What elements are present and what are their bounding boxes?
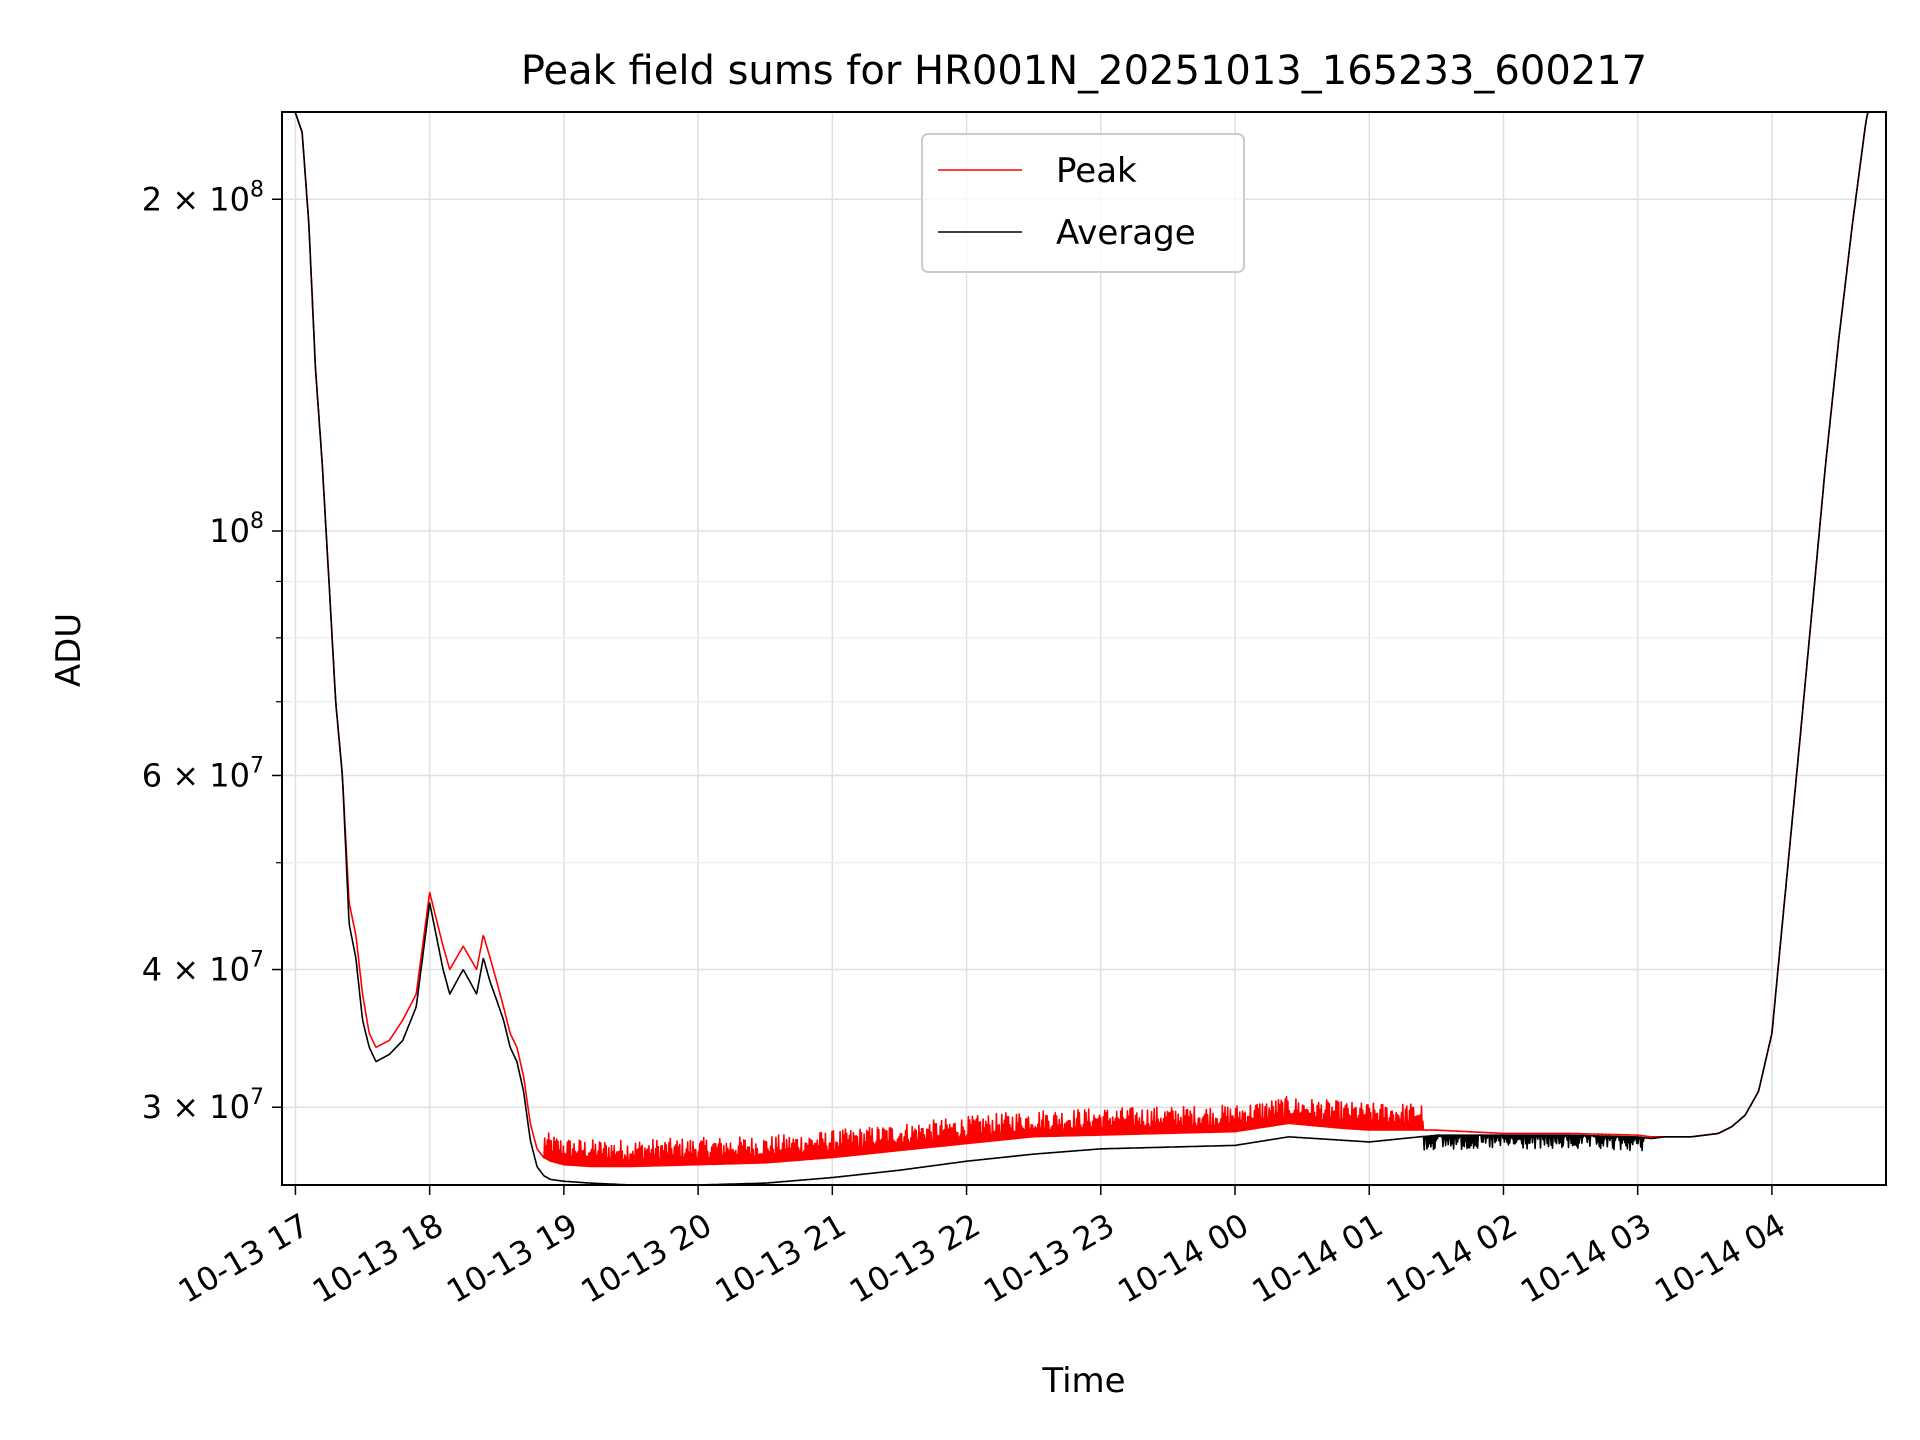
legend-label-average: Average	[1056, 213, 1196, 253]
y-axis-label: ADU	[49, 613, 89, 687]
y-tick-label: 108	[209, 509, 264, 550]
series-line-peak	[294, 112, 1869, 1168]
x-axis-label: Time	[1041, 1361, 1125, 1401]
y-tick-label: 3 × 107	[142, 1085, 264, 1126]
y-axis: 2 × 108 108 6 × 107 4 × 107 3 × 107	[142, 177, 282, 1126]
axes-frame	[281, 111, 1887, 1186]
series-line-average	[294, 112, 1869, 1185]
y-tick-label: 4 × 107	[142, 948, 264, 989]
y-tick-label: 6 × 107	[142, 753, 264, 794]
plot-area	[294, 112, 1869, 1185]
legend-box	[921, 133, 1245, 273]
legend: Peak Average	[921, 133, 1245, 273]
chart-title: Peak field sums for HR001N_20251013_1652…	[521, 48, 1647, 94]
grid	[282, 112, 1886, 1185]
legend-label-peak: Peak	[1056, 151, 1137, 191]
y-tick-label: 2 × 108	[142, 177, 264, 218]
